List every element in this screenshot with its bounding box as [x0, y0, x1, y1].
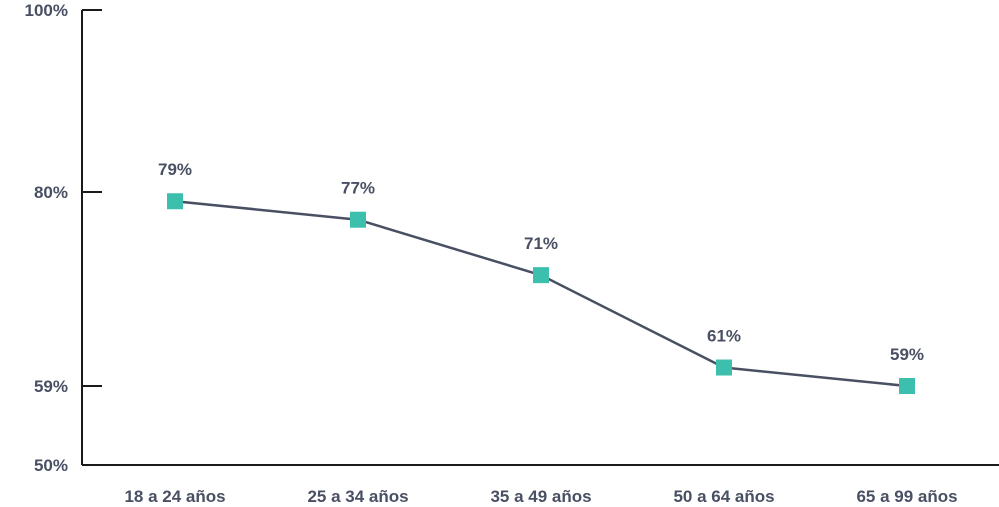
x-tick-label: 65 a 99 años — [856, 487, 957, 506]
x-axis-labels: 18 a 24 años 25 a 34 años 35 a 49 años 50 a… — [124, 487, 957, 506]
data-label: 79% — [158, 160, 192, 179]
data-label: 61% — [707, 327, 741, 346]
y-tick-label: 80% — [34, 183, 68, 202]
data-point-marker — [899, 378, 915, 394]
y-tick-label: 59% — [34, 377, 68, 396]
x-tick-label: 35 a 49 años — [490, 487, 591, 506]
y-tick-label: 100% — [25, 1, 68, 20]
data-point-marker — [167, 193, 183, 210]
data-point-marker — [716, 359, 732, 376]
series-group: 79% 77% 71% 61% 59% — [158, 160, 924, 394]
y-axis-ticks: 100% 80% 59% 50% — [25, 1, 102, 475]
data-point-marker — [533, 267, 549, 284]
data-point-marker — [350, 211, 366, 228]
data-label: 71% — [524, 234, 558, 253]
data-label: 77% — [341, 179, 375, 198]
x-tick-label: 25 a 34 años — [307, 487, 408, 506]
y-tick-label: 50% — [34, 456, 68, 475]
series-line — [174, 199, 908, 388]
x-tick-label: 50 a 64 años — [673, 487, 774, 506]
x-tick-label: 18 a 24 años — [124, 487, 225, 506]
chart-axes — [81, 10, 999, 466]
data-label: 59% — [890, 345, 924, 364]
